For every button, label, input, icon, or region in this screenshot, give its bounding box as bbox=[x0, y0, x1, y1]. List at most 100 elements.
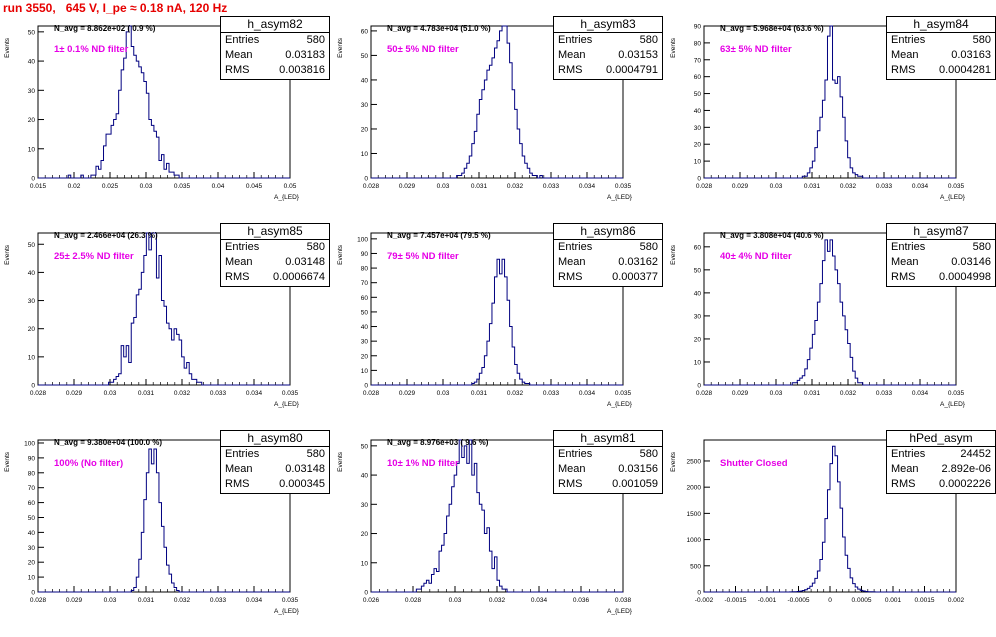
y-tick-label: 50 bbox=[694, 91, 702, 98]
stats-label: RMS bbox=[558, 271, 583, 283]
y-tick-label: 0 bbox=[697, 590, 701, 597]
y-tick-label: 50 bbox=[361, 443, 369, 450]
stats-label: Mean bbox=[558, 256, 586, 268]
x-tick-label: -0.0005 bbox=[787, 597, 809, 604]
x-tick-label: 0.0015 bbox=[915, 597, 935, 604]
stats-label: Entries bbox=[558, 34, 593, 46]
histogram-name: h_asym81 bbox=[554, 431, 662, 447]
x-axis-label: A_{LED} bbox=[274, 194, 300, 201]
stats-value: 0.03153 bbox=[618, 49, 658, 61]
stats-label: Entries bbox=[891, 34, 926, 46]
stats-row-entries: Entries 580 bbox=[221, 33, 329, 48]
stats-row-entries: Entries 580 bbox=[887, 240, 995, 255]
y-tick-label: 80 bbox=[694, 40, 702, 47]
x-tick-label: 0.035 bbox=[948, 390, 965, 397]
x-tick-label: 0.031 bbox=[471, 183, 488, 190]
x-tick-label: 0.038 bbox=[615, 597, 632, 604]
histogram-name: h_asym87 bbox=[887, 224, 995, 240]
x-tick-label: 0.036 bbox=[573, 597, 590, 604]
y-tick-label: 60 bbox=[361, 295, 369, 302]
y-tick-label: 20 bbox=[28, 560, 36, 567]
x-tick-label: 0.032 bbox=[174, 390, 191, 397]
x-tick-label: 0.034 bbox=[531, 597, 548, 604]
y-tick-label: 10 bbox=[694, 159, 702, 166]
stats-row-rms: RMS 0.0002226 bbox=[887, 477, 995, 492]
x-tick-label: 0.029 bbox=[399, 183, 416, 190]
y-tick-label: 2000 bbox=[687, 485, 702, 492]
x-tick-label: 0.034 bbox=[579, 183, 596, 190]
y-tick-label: 10 bbox=[361, 560, 369, 567]
stats-value: 0.0004281 bbox=[939, 64, 991, 76]
x-axis-label: A_{LED} bbox=[607, 194, 633, 201]
histogram-panel: 0.028 0.029 0.03 0.031 0.032 0.033 0.034 0.035 0… bbox=[333, 16, 663, 223]
x-tick-label: 0.032 bbox=[840, 183, 857, 190]
y-tick-label: 50 bbox=[28, 515, 36, 522]
y-tick-label: 50 bbox=[28, 242, 36, 249]
y-axis-label: Events bbox=[337, 244, 344, 265]
stats-label: Mean bbox=[891, 256, 919, 268]
stats-label: Mean bbox=[891, 463, 919, 475]
stats-row-mean: Mean 0.03156 bbox=[554, 462, 662, 477]
y-tick-label: 10 bbox=[361, 151, 369, 158]
plot-frame bbox=[370, 25, 624, 179]
histogram-series bbox=[371, 25, 623, 179]
stats-value: 0.03146 bbox=[951, 256, 991, 268]
stats-value: 0.000345 bbox=[279, 478, 325, 490]
y-tick-label: 500 bbox=[690, 563, 701, 570]
y-tick-label: 60 bbox=[361, 28, 369, 35]
x-tick-label: 0.03 bbox=[770, 390, 783, 397]
navg-label: N_avg = 2.466e+04 (26.3 %) bbox=[54, 231, 158, 240]
y-tick-label: 10 bbox=[361, 368, 369, 375]
x-tick-label: -0.002 bbox=[695, 597, 714, 604]
y-tick-label: 10 bbox=[28, 146, 36, 153]
histogram-panel: 0.028 0.029 0.03 0.031 0.032 0.033 0.034 0.035 0… bbox=[666, 16, 996, 223]
stats-row-rms: RMS 0.000345 bbox=[221, 477, 329, 492]
stats-value: 0.03148 bbox=[285, 256, 325, 268]
y-tick-label: 50 bbox=[28, 29, 36, 36]
histogram-panel: 0.028 0.029 0.03 0.031 0.032 0.033 0.034 0.035 0… bbox=[666, 223, 996, 430]
x-tick-label: 0.03 bbox=[104, 597, 117, 604]
x-tick-label: 0.03 bbox=[140, 183, 153, 190]
stats-row-rms: RMS 0.001059 bbox=[554, 477, 662, 492]
histogram-name: h_asym83 bbox=[554, 17, 662, 33]
stats-row-rms: RMS 0.0004281 bbox=[887, 63, 995, 78]
stats-value: 2.892e-06 bbox=[941, 463, 991, 475]
y-tick-label: 50 bbox=[361, 309, 369, 316]
stats-label: Entries bbox=[225, 34, 260, 46]
stats-box: h_asym86 Entries 580 Mean 0.03162 RMS 0.000377 bbox=[553, 223, 663, 287]
y-tick-label: 40 bbox=[28, 270, 36, 277]
stats-row-mean: Mean 0.03183 bbox=[221, 48, 329, 63]
y-tick-label: 0 bbox=[697, 383, 701, 390]
stats-label: RMS bbox=[891, 478, 916, 490]
stats-label: RMS bbox=[225, 271, 250, 283]
y-tick-label: 30 bbox=[28, 545, 36, 552]
stats-value: 0.03148 bbox=[285, 463, 325, 475]
y-tick-label: 60 bbox=[28, 500, 36, 507]
stats-value: 580 bbox=[639, 241, 658, 253]
x-tick-label: 0.028 bbox=[696, 183, 713, 190]
y-tick-label: 70 bbox=[28, 485, 36, 492]
histogram-name: hPed_asym bbox=[887, 431, 995, 447]
stats-label: Entries bbox=[225, 241, 260, 253]
y-axis-label: Events bbox=[337, 37, 344, 58]
histogram-series bbox=[704, 239, 956, 386]
y-axis-label: Events bbox=[670, 451, 677, 472]
stats-label: Entries bbox=[891, 448, 926, 460]
y-tick-label: 80 bbox=[361, 266, 369, 273]
plot-frame bbox=[37, 25, 291, 179]
x-tick-label: 0.032 bbox=[174, 597, 191, 604]
stats-value: 580 bbox=[639, 448, 658, 460]
x-tick-label: 0.028 bbox=[405, 597, 422, 604]
stats-label: RMS bbox=[891, 64, 916, 76]
histogram-plot: 0.028 0.029 0.03 0.031 0.032 0.033 0.034 0.035 0… bbox=[670, 232, 966, 408]
stats-label: Entries bbox=[225, 448, 260, 460]
y-tick-label: 40 bbox=[28, 530, 36, 537]
x-tick-label: 0.03 bbox=[437, 183, 450, 190]
plot-frame bbox=[37, 232, 291, 386]
y-axis-label: Events bbox=[4, 244, 11, 265]
filter-label: 10± 1% ND filter bbox=[387, 458, 459, 469]
plot-frame bbox=[37, 439, 291, 593]
x-tick-label: 0.04 bbox=[212, 183, 225, 190]
x-tick-label: 0.031 bbox=[804, 183, 821, 190]
x-tick-label: 0.029 bbox=[732, 183, 749, 190]
